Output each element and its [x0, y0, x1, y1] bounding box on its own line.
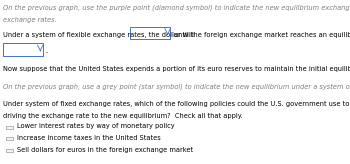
Text: On the previous graph, use a grey point (star symbol) to indicate the new equili: On the previous graph, use a grey point … [3, 84, 350, 90]
Text: Lower interest rates by way of monetary policy: Lower interest rates by way of monetary … [17, 123, 174, 129]
Text: driving the exchange rate to the new equilibrium?  Check all that apply.: driving the exchange rate to the new equ… [3, 113, 243, 119]
Text: .: . [45, 48, 47, 54]
Text: On the previous graph, use the purple point (diamond symbol) to indicate the new: On the previous graph, use the purple po… [3, 4, 350, 11]
Text: until the foreign exchange market reaches an equilibrium exchange rate of: until the foreign exchange market reache… [174, 32, 350, 38]
Text: Under a system of flexible exchange rates, the dollar will: Under a system of flexible exchange rate… [3, 32, 194, 38]
Text: Under system of fixed exchange rates, which of the following policies could the : Under system of fixed exchange rates, wh… [3, 101, 350, 107]
Text: Sell dollars for euros in the foreign exchange market: Sell dollars for euros in the foreign ex… [17, 147, 193, 153]
FancyBboxPatch shape [6, 126, 13, 129]
FancyBboxPatch shape [130, 27, 170, 39]
Text: Increase income taxes in the United States: Increase income taxes in the United Stat… [17, 135, 161, 141]
FancyBboxPatch shape [6, 149, 13, 152]
Text: exchange rates.: exchange rates. [3, 17, 57, 23]
FancyBboxPatch shape [6, 137, 13, 140]
Text: Now suppose that the United States expends a portion of its euro reserves to mai: Now suppose that the United States expen… [3, 66, 350, 72]
FancyBboxPatch shape [3, 43, 43, 56]
